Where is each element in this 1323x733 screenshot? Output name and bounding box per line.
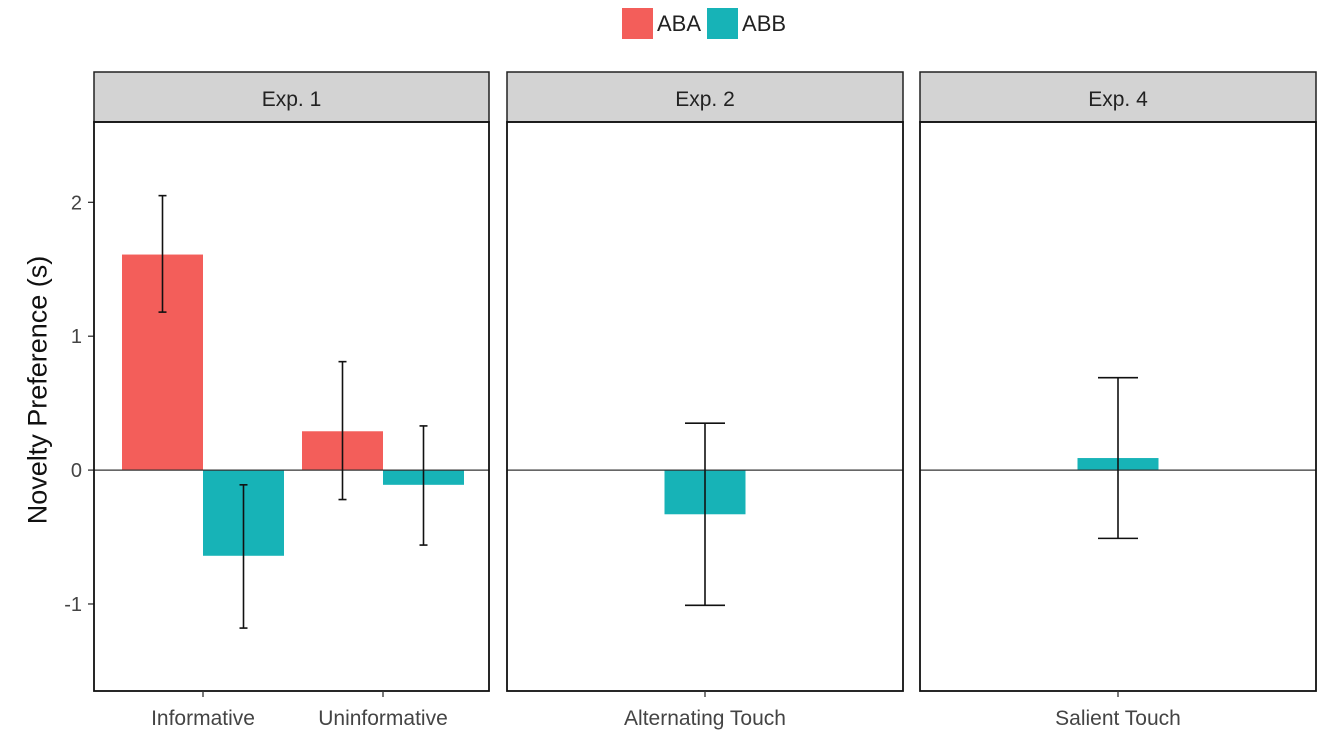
x-tick-label: Informative (151, 707, 255, 730)
panel-title: Exp. 1 (262, 88, 322, 111)
legend-swatch-aba (622, 8, 653, 39)
y-tick-label: -1 (64, 594, 82, 616)
panel-border (93, 121, 490, 692)
legend: ABA ABB (622, 8, 792, 39)
x-tick-label: Uninformative (318, 707, 448, 730)
legend-swatch-abb (707, 8, 739, 39)
y-tick-label: 1 (71, 326, 82, 348)
legend-label-abb: ABB (742, 10, 787, 36)
panel-title: Exp. 2 (675, 88, 735, 111)
legend-label-aba: ABA (657, 10, 702, 36)
panel-strip (506, 71, 904, 123)
x-tick-label: Salient Touch (1055, 707, 1181, 730)
y-tick-label: 0 (71, 460, 82, 482)
panel-strip (919, 71, 1317, 123)
y-tick-label: 2 (71, 192, 82, 214)
legend-item-aba: ABA (622, 8, 701, 39)
panel-title: Exp. 4 (1088, 88, 1148, 111)
x-tick-label: Alternating Touch (624, 707, 786, 730)
legend-item-abb: ABB (707, 8, 786, 39)
